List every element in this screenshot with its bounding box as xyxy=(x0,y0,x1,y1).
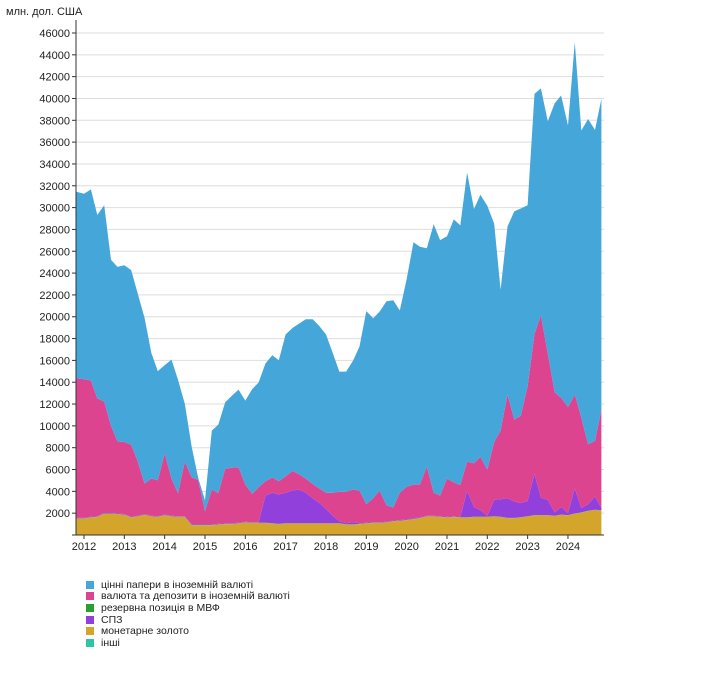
area-валюта-та-депозити-в-іноземній-валюті xyxy=(75,315,602,525)
legend-swatch xyxy=(86,580,94,589)
legend-item-monetary-gold[interactable]: монетарне золото xyxy=(86,625,290,637)
area-цінні-папери-в-іноземній-валюті xyxy=(75,42,602,512)
area-монетарне-золото xyxy=(75,509,602,535)
x-tick-label: 2018 xyxy=(314,541,338,553)
y-tick-label: 6000 xyxy=(46,465,70,477)
y-tick-label: 46000 xyxy=(39,28,70,40)
x-tick-label: 2013 xyxy=(112,541,136,553)
legend-item-securities[interactable]: цінні папери в іноземній валюті xyxy=(86,579,290,591)
x-tick-label: 2023 xyxy=(515,541,539,553)
legend-item-currency-deposits[interactable]: валюта та депозити в іноземній валюті xyxy=(86,590,290,603)
y-tick-label: 30000 xyxy=(39,203,70,215)
y-tick-label: 2000 xyxy=(46,508,70,520)
legend-swatch xyxy=(86,603,94,612)
y-axis-unit-label: млн. дол. США xyxy=(6,6,83,18)
y-tick-label: 18000 xyxy=(39,334,70,346)
legend: цінні папери в іноземній валюті валюта т… xyxy=(86,579,290,649)
legend-label: інші xyxy=(101,636,120,649)
y-tick-label: 32000 xyxy=(39,181,70,193)
y-tick-label: 22000 xyxy=(39,290,70,302)
y-tick-label: 12000 xyxy=(39,399,70,411)
legend-label: валюта та депозити в іноземній валюті xyxy=(101,590,290,603)
y-tick-label: 44000 xyxy=(39,50,70,62)
x-tick-label: 2019 xyxy=(354,541,378,553)
y-axis: 2000 4000 6000 8000 10000 12000 14000 16000 1800… xyxy=(39,20,77,535)
y-tick-label: 8000 xyxy=(46,443,70,455)
legend-swatch xyxy=(86,615,94,624)
y-tick-label: 40000 xyxy=(39,93,70,105)
y-tick-label: 4000 xyxy=(46,486,70,498)
legend-item-other[interactable]: інші xyxy=(86,637,290,649)
y-tick-label: 38000 xyxy=(39,115,70,127)
x-tick-label: 2012 xyxy=(72,541,96,553)
legend-label: монетарне золото xyxy=(101,625,189,638)
legend-swatch xyxy=(86,627,94,636)
legend-label: резервна позиція в МВФ xyxy=(101,601,220,614)
area-series-group xyxy=(75,42,602,535)
x-tick-label: 2017 xyxy=(273,541,297,553)
legend-label: цінні папери в іноземній валюті xyxy=(101,578,254,591)
y-tick-label: 16000 xyxy=(39,355,70,367)
x-tick-label: 2021 xyxy=(435,541,459,553)
x-tick-label: 2024 xyxy=(556,541,580,553)
y-tick-label: 34000 xyxy=(39,159,70,171)
x-tick-label: 2014 xyxy=(152,541,176,553)
y-tick-label: 10000 xyxy=(39,421,70,433)
legend-item-sdr[interactable]: СПЗ xyxy=(86,614,290,626)
y-tick-label: 14000 xyxy=(39,377,70,389)
x-tick-label: 2016 xyxy=(233,541,257,553)
area-СПЗ xyxy=(75,473,602,525)
y-tick-label: 36000 xyxy=(39,137,70,149)
y-tick-label: 42000 xyxy=(39,72,70,84)
y-tick-label: 28000 xyxy=(39,224,70,236)
x-tick-label: 2015 xyxy=(193,541,217,553)
y-tick-label: 20000 xyxy=(39,312,70,324)
legend-label: СПЗ xyxy=(101,613,123,626)
x-axis: 2012 2013 2014 2015 2016 2017 2018 2019 2020 2021… xyxy=(72,534,604,553)
y-tick-label: 26000 xyxy=(39,246,70,258)
legend-swatch xyxy=(86,638,94,647)
legend-swatch xyxy=(86,592,94,601)
y-tick-label: 24000 xyxy=(39,268,70,280)
x-tick-label: 2020 xyxy=(394,541,418,553)
x-tick-label: 2022 xyxy=(475,541,499,553)
legend-item-imf-reserve-position[interactable]: резервна позиція в МВФ xyxy=(86,602,290,614)
